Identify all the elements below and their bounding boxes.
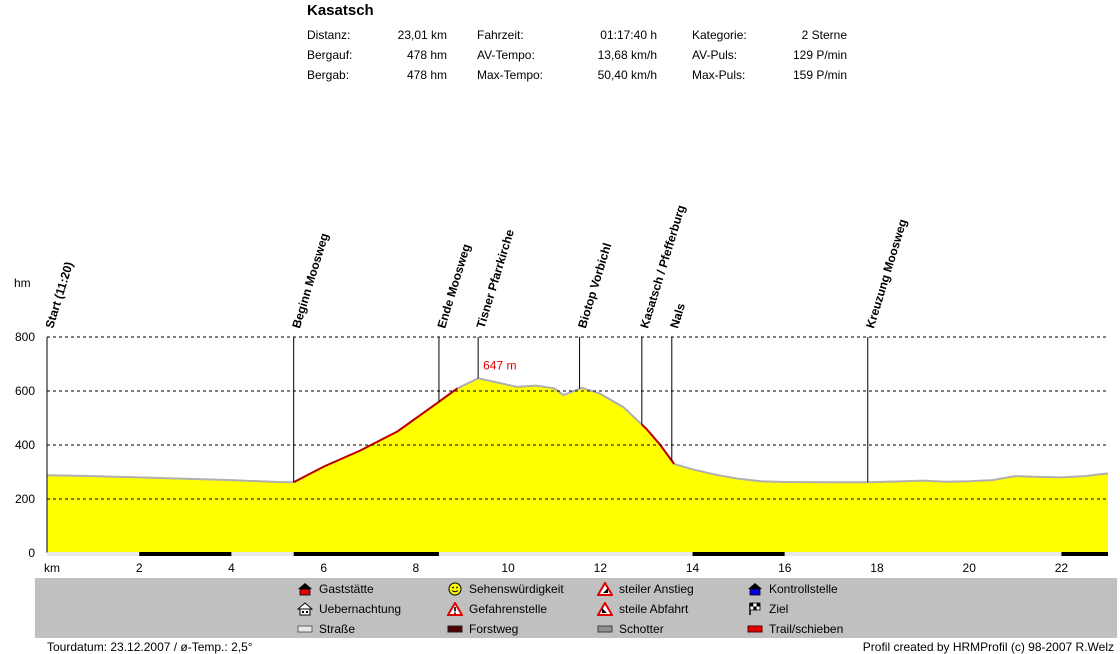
x-tick-label: 4 — [228, 561, 235, 575]
forstweg-icon — [447, 622, 463, 636]
trail-segment — [641, 423, 675, 465]
elevation-area — [47, 378, 1108, 553]
kontrollstelle-icon — [747, 582, 763, 596]
marker-label: Tisner Pfarrkirche — [474, 227, 517, 329]
surface-segment — [692, 552, 785, 556]
x-axis-label: km — [44, 561, 60, 575]
legend-item: Gefahrenstelle — [446, 601, 548, 616]
surface-segment — [438, 552, 693, 556]
stat-value: 478 hm — [406, 48, 447, 62]
marker-label: Kreuzung Moosweg — [863, 217, 910, 329]
y-axis-label: hm — [14, 276, 31, 290]
legend-item: Sehenswürdigkeit — [447, 582, 564, 596]
x-tick-label: 22 — [1055, 561, 1069, 575]
stat-label: Bergab: — [307, 68, 350, 82]
legend-item: Uebernachtung — [296, 602, 402, 616]
ziel-icon — [747, 602, 763, 616]
legend-item: Gaststätte — [297, 582, 374, 596]
legend-item: steile Abfahrt — [596, 601, 689, 616]
marker-label: Biotop Vorbichl — [575, 241, 614, 330]
trail-icon — [747, 622, 763, 636]
x-tick-label: 20 — [963, 561, 977, 575]
legend-item: steiler Anstieg — [596, 581, 694, 596]
surface-segment — [784, 552, 1062, 556]
stat-label: AV-Puls: — [692, 48, 738, 62]
marker-label: Ende Moosweg — [434, 242, 473, 330]
surface-segment — [1061, 552, 1108, 556]
stat-label: Fahrzeit: — [477, 28, 524, 42]
steile-abfahrt-icon — [596, 601, 614, 616]
stat-value: 50,40 km/h — [597, 68, 657, 82]
stat-label: AV-Tempo: — [477, 48, 535, 62]
x-tick-label: 16 — [778, 561, 792, 575]
stat-value: 159 P/min — [792, 68, 847, 82]
gefahrenstelle-icon — [446, 601, 464, 616]
x-tick-label: 10 — [501, 561, 515, 575]
steiler-anstieg-icon — [596, 581, 614, 596]
legend-label: Trail/schieben — [769, 622, 844, 636]
stat-value: 478 hm — [406, 68, 447, 82]
page-title: Kasatsch — [307, 2, 374, 19]
legend-label: Gaststätte — [319, 582, 374, 596]
legend-label: Gefahrenstelle — [469, 602, 548, 616]
y-tick-label: 600 — [15, 384, 35, 398]
legend-label: steile Abfahrt — [619, 602, 689, 616]
x-tick-label: 8 — [413, 561, 420, 575]
stat-label: Max-Puls: — [692, 68, 746, 82]
footer-credits: Profil created by HRMProfil (c) 98-2007 … — [862, 640, 1114, 654]
y-tick-label: 400 — [15, 438, 35, 452]
stat-value: 129 P/min — [792, 48, 847, 62]
surface-segment — [139, 552, 232, 556]
legend-label: Ziel — [769, 602, 789, 616]
legend-label: Kontrollstelle — [769, 582, 838, 596]
legend-item: Ziel — [747, 602, 788, 616]
y-tick-label: 800 — [15, 330, 35, 344]
y-tick-label: 0 — [28, 546, 35, 560]
strasse-icon — [297, 622, 313, 636]
legend-label: Sehenswürdigkeit — [469, 582, 564, 596]
marker-label: Beginn Moosweg — [289, 231, 331, 329]
legend-label: Schotter — [619, 622, 664, 636]
stat-label: Kategorie: — [692, 28, 747, 42]
legend-label: Uebernachtung — [319, 602, 402, 616]
legend-item: Kontrollstelle — [747, 582, 838, 596]
stat-label: Max-Tempo: — [477, 68, 544, 82]
x-tick-label: 6 — [320, 561, 327, 575]
footer-tour-info: Tourdatum: 23.12.2007 / ø-Temp.: 2,5° — [47, 640, 253, 654]
marker-label: Start (11:20) — [42, 260, 75, 330]
surface-segment — [231, 552, 294, 556]
max-elevation-label: 647 m — [483, 358, 516, 372]
legend-label: Straße — [319, 622, 356, 636]
x-tick-label: 14 — [686, 561, 700, 575]
surface-segment — [47, 552, 140, 556]
stat-label: Distanz: — [307, 28, 351, 42]
legend-panel: Gaststätte Sehenswürdigkeit steiler Anst… — [35, 578, 1117, 638]
legend-label: steiler Anstieg — [619, 582, 694, 596]
x-tick-label: 18 — [870, 561, 884, 575]
legend-item: Trail/schieben — [747, 622, 843, 636]
y-tick-label: 200 — [15, 492, 35, 506]
stat-value: 13,68 km/h — [597, 48, 657, 62]
gaststaette-icon — [297, 582, 313, 596]
legend-item: Schotter — [597, 622, 664, 636]
marker-label: Nals — [667, 301, 688, 330]
legend-item: Straße — [297, 622, 355, 636]
legend-label: Forstweg — [469, 622, 519, 636]
stat-label: Bergauf: — [307, 48, 353, 62]
stat-value: 01:17:40 h — [600, 28, 657, 42]
legend-item: Forstweg — [447, 622, 518, 636]
trail-segment — [293, 387, 458, 484]
sehenswuerdigkeit-icon — [447, 582, 463, 596]
stat-value: 2 Sterne — [801, 28, 847, 42]
uebernachtung-icon — [296, 602, 314, 616]
x-tick-label: 12 — [594, 561, 608, 575]
elevation-chart: 0 200 400 600 800 hm km 2 4 6 8 10 12 14 16 18 20 22 Start… — [14, 203, 1109, 575]
stat-value: 23,01 km — [397, 28, 447, 42]
surface-segment — [293, 552, 439, 556]
schotter-icon — [597, 622, 613, 636]
x-tick-label: 2 — [136, 561, 143, 575]
